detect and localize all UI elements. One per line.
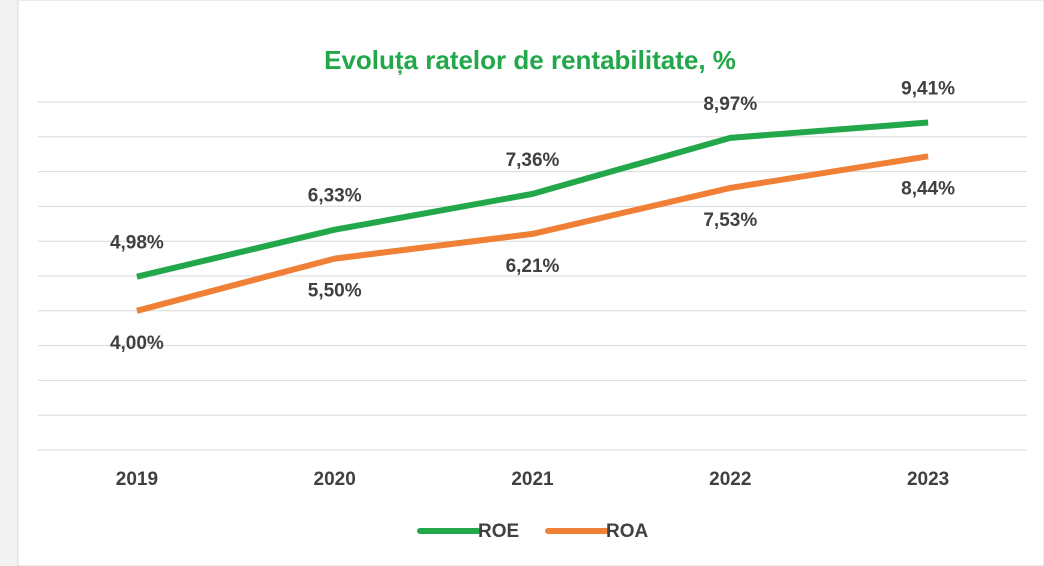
- data-label: 4,00%: [110, 333, 164, 354]
- x-tick-label: 2023: [907, 469, 949, 490]
- legend-label: ROE: [478, 521, 519, 542]
- data-label: 8,97%: [703, 94, 757, 115]
- data-label: 7,36%: [506, 150, 560, 171]
- data-label: 4,98%: [110, 233, 164, 254]
- x-tick-label: 2021: [511, 469, 554, 490]
- series-line: [136, 153, 929, 314]
- data-label: 8,44%: [901, 178, 955, 199]
- chart-panel: [17, 0, 1044, 566]
- series-line: [136, 119, 929, 280]
- data-label: 6,21%: [506, 256, 560, 277]
- chart-title: Evoluța ratelor de rentabilitate, %: [324, 45, 736, 75]
- x-tick-label: 2019: [116, 469, 158, 490]
- legend-label: ROA: [606, 521, 649, 542]
- data-label: 9,41%: [901, 79, 955, 100]
- x-tick-label: 2022: [709, 469, 751, 490]
- data-label: 5,50%: [308, 281, 362, 302]
- data-label: 6,33%: [308, 186, 362, 207]
- data-label: 7,53%: [703, 210, 757, 231]
- x-tick-label: 2020: [314, 469, 356, 490]
